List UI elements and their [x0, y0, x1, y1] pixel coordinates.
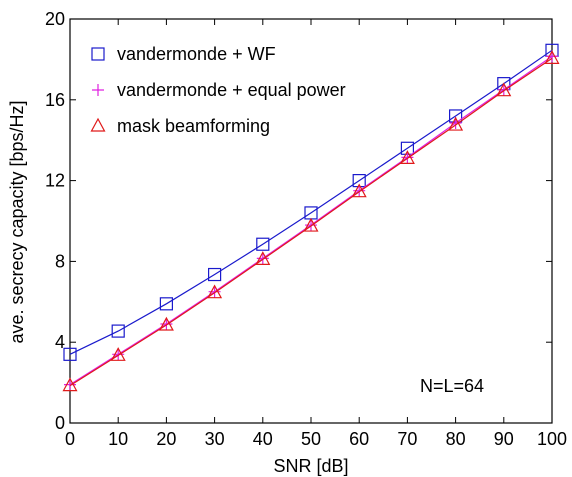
- data-point-triangle: [544, 50, 560, 64]
- legend-marker-square: [91, 47, 105, 61]
- x-tick-label: 80: [446, 429, 466, 449]
- legend-label: mask beamforming: [117, 116, 270, 136]
- legend-item: vandermonde + equal power: [92, 80, 346, 100]
- data-point-plus: [305, 219, 317, 232]
- data-point-triangle: [303, 217, 319, 232]
- data-point-plus: [353, 184, 366, 197]
- x-axis-label: SNR [dB]: [273, 456, 348, 476]
- data-point-plus: [160, 318, 173, 331]
- y-tick-label: 0: [55, 413, 65, 433]
- data-point-triangle: [158, 316, 174, 331]
- legend-item: mask beamforming: [90, 116, 270, 136]
- data-point-plus: [208, 285, 221, 298]
- y-axis-label: ave. secrecy capacity [bps/Hz]: [7, 100, 27, 343]
- legend: vandermonde + WF vandermonde + equal powe…: [90, 44, 346, 136]
- legend-marker-triangle: [90, 117, 106, 132]
- data-point-plus: [64, 378, 76, 391]
- data-point-square: [111, 324, 125, 338]
- x-tick-label: 60: [349, 429, 369, 449]
- data-point-square: [256, 237, 270, 251]
- series-line: [69, 49, 553, 355]
- data-point-triangle: [255, 251, 271, 265]
- y-tick-label: 4: [55, 332, 65, 352]
- data-point-square: [63, 347, 77, 361]
- data-point-triangle: [448, 116, 464, 131]
- y-tick-label: 8: [55, 251, 65, 271]
- x-tick-label: 10: [108, 429, 128, 449]
- data-point-square: [208, 267, 222, 282]
- series-group: [62, 43, 560, 392]
- y-tick-label: 12: [45, 171, 65, 191]
- data-point-triangle: [399, 150, 415, 164]
- x-tick-label: 30: [205, 429, 225, 449]
- x-tick-label: 0: [65, 429, 75, 449]
- data-point-triangle: [62, 377, 78, 392]
- data-point-plus: [256, 252, 269, 265]
- data-point-plus: [112, 348, 125, 361]
- y-tick-label: 20: [45, 9, 65, 29]
- legend-item: vandermonde + WF: [91, 44, 276, 64]
- series-plus: [64, 50, 558, 391]
- axis-ticks: 0 10 20 30 40 50 60 70 80 90 100 0 4 8 12 16 20: [45, 9, 567, 449]
- legend-label: vandermonde + WF: [117, 44, 276, 64]
- x-tick-label: 70: [397, 429, 417, 449]
- data-point-triangle: [351, 183, 367, 198]
- annotation-label: N=L=64: [420, 376, 484, 396]
- data-point-triangle: [110, 347, 126, 361]
- x-tick-label: 50: [301, 429, 321, 449]
- series-line: [69, 57, 553, 387]
- x-tick-label: 90: [494, 429, 514, 449]
- data-point-plus: [497, 83, 510, 96]
- legend-marker-plus: [92, 84, 104, 96]
- series-triangle: [62, 50, 560, 392]
- x-tick-label: 20: [156, 429, 176, 449]
- data-point-square: [159, 297, 173, 311]
- y-tick-label: 16: [45, 90, 65, 110]
- x-tick-label: 40: [253, 429, 273, 449]
- x-tick-label: 100: [537, 429, 567, 449]
- data-point-triangle: [496, 82, 512, 97]
- data-point-triangle: [207, 284, 223, 299]
- legend-label: vandermonde + equal power: [117, 80, 346, 100]
- data-point-plus: [401, 151, 414, 164]
